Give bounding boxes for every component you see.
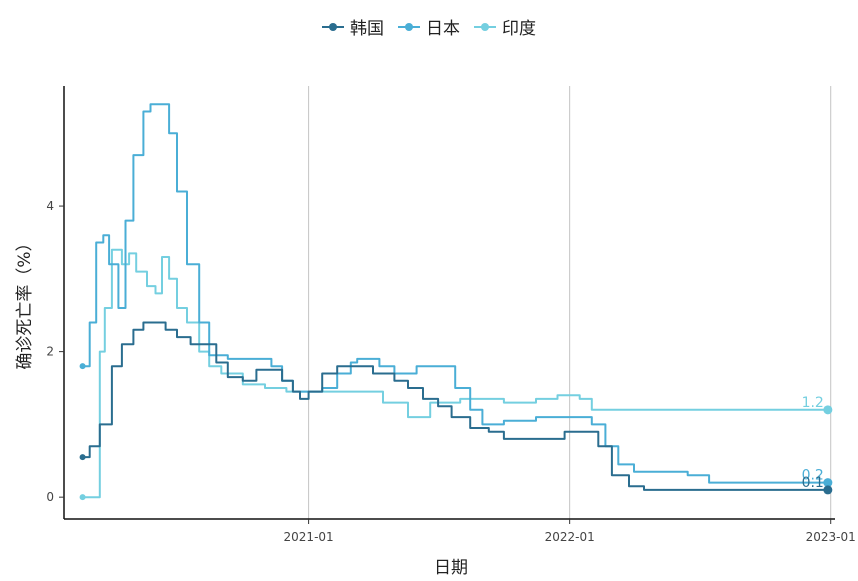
y-axis-title: 确诊死亡率（%） — [15, 234, 35, 369]
legend-label-korea: 韩国 — [350, 19, 384, 39]
legend-item-japan: 日本 — [398, 14, 460, 39]
axes — [63, 86, 835, 520]
tick-layer: 2021-01 2022-01 2023-01 0 2 4 — [46, 199, 855, 544]
x-tick-label-0: 2021-01 — [284, 530, 334, 544]
series-line-0 — [82, 321, 828, 491]
legend-label-india: 印度 — [502, 19, 536, 39]
series-end-label-1: 0.2 — [802, 468, 824, 484]
y-tick-label-0: 0 — [46, 490, 54, 504]
series-start-point-0 — [79, 454, 86, 461]
series-layer: 1.2 0.20.1 — [79, 103, 833, 501]
series-end-label-2: 1.2 — [802, 395, 824, 411]
x-tick-label-1: 2022-01 — [545, 530, 595, 544]
legend-item-india: 印度 — [474, 14, 536, 39]
series-end-point-1 — [823, 478, 833, 488]
series-start-point-2 — [79, 494, 86, 501]
series-line-1 — [82, 103, 828, 484]
series-end-point-0 — [823, 485, 833, 495]
grid-lines — [308, 86, 832, 519]
chart-legend: 韩国 日本 印度 — [0, 14, 858, 39]
y-tick-label-1: 2 — [46, 345, 54, 359]
series-start-point-1 — [79, 363, 86, 370]
legend-label-japan: 日本 — [426, 19, 460, 39]
series-line-2 — [82, 248, 828, 499]
legend-key-india — [474, 20, 496, 34]
legend-key-japan — [398, 20, 420, 34]
legend-item-korea: 韩国 — [322, 14, 384, 39]
x-tick-label-2: 2023-01 — [806, 530, 856, 544]
series-end-label-0: 0.1 — [802, 475, 824, 491]
legend-key-korea — [322, 20, 344, 34]
x-axis-title: 日期 — [434, 558, 468, 578]
series-end-point-2 — [823, 405, 833, 415]
y-tick-label-2: 4 — [46, 199, 54, 213]
